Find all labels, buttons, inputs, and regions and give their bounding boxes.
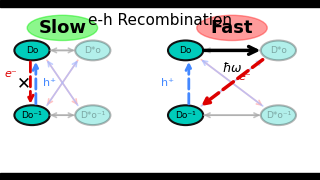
Text: Fast: Fast [211, 19, 253, 37]
Circle shape [14, 105, 50, 125]
Circle shape [75, 105, 110, 125]
Text: Dᴏ⁻¹: Dᴏ⁻¹ [22, 111, 42, 120]
Text: D*ᴏ⁻¹: D*ᴏ⁻¹ [266, 111, 291, 120]
Text: D*ᴏ⁻¹: D*ᴏ⁻¹ [80, 111, 105, 120]
Text: e⁻: e⁻ [238, 72, 251, 82]
Text: h⁺: h⁺ [162, 78, 174, 88]
Ellipse shape [27, 15, 98, 40]
Text: h⁺: h⁺ [43, 78, 56, 88]
Circle shape [261, 40, 296, 60]
Text: Dᴏ: Dᴏ [26, 46, 38, 55]
Circle shape [168, 105, 203, 125]
Text: Dᴏ⁻¹: Dᴏ⁻¹ [175, 111, 196, 120]
Text: Slow: Slow [38, 19, 86, 37]
Circle shape [261, 105, 296, 125]
Text: e⁻: e⁻ [5, 69, 18, 79]
Text: Dᴏ: Dᴏ [180, 46, 192, 55]
Text: $\hbar\omega$: $\hbar\omega$ [222, 61, 242, 75]
Circle shape [14, 40, 50, 60]
Circle shape [75, 40, 110, 60]
Text: D*ᴏ: D*ᴏ [270, 46, 287, 55]
Text: e-h Recombination: e-h Recombination [88, 13, 232, 28]
Text: ✕: ✕ [17, 74, 31, 92]
Ellipse shape [197, 15, 267, 40]
Text: D*ᴏ: D*ᴏ [84, 46, 101, 55]
Circle shape [168, 40, 203, 60]
